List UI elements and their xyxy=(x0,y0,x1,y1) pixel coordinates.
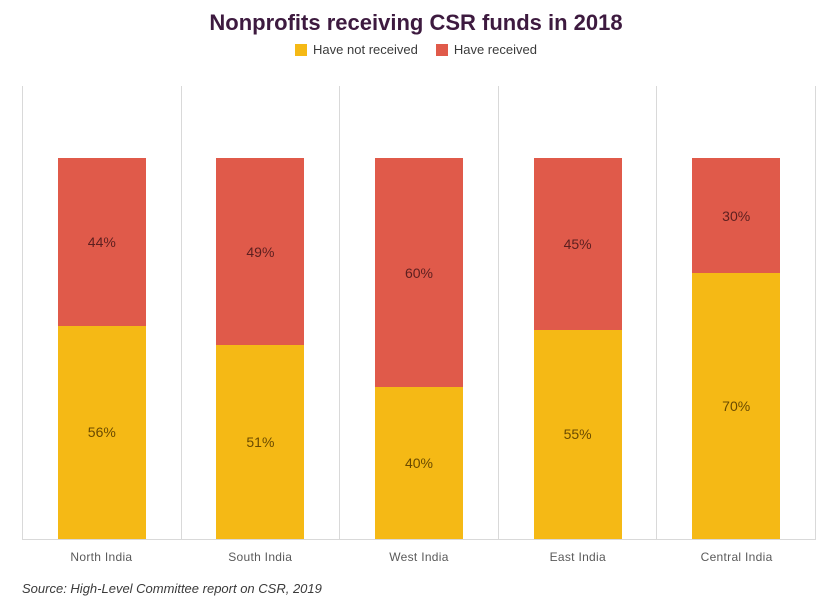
bar-0-seg-received: 44% xyxy=(58,158,146,325)
x-axis-labels: North India South India West India East … xyxy=(22,550,816,564)
bar-0-seg-not-received: 56% xyxy=(58,326,146,539)
bar-3-seg-not-received: 55% xyxy=(534,330,622,539)
bar-0: 44% 56% xyxy=(58,158,146,539)
bar-1-seg-not-received: 51% xyxy=(216,345,304,539)
bar-0-received-label: 44% xyxy=(88,234,116,250)
bar-col-4: 30% 70% xyxy=(657,86,816,539)
bar-3-seg-received: 45% xyxy=(534,158,622,329)
bar-2: 60% 40% xyxy=(375,158,463,539)
bar-4-not-received-label: 70% xyxy=(722,398,750,414)
plot-area: 44% 56% 49% 51% 60% 40% 45% 55% 30% 70% xyxy=(22,86,816,540)
bar-col-3: 45% 55% xyxy=(499,86,658,539)
x-label-2: West India xyxy=(340,550,499,564)
legend-swatch-received xyxy=(436,44,448,56)
bar-4-received-label: 30% xyxy=(722,208,750,224)
bar-1-received-label: 49% xyxy=(246,244,274,260)
legend-item-received: Have received xyxy=(436,42,537,57)
bar-2-seg-received: 60% xyxy=(375,158,463,386)
bar-col-0: 44% 56% xyxy=(23,86,182,539)
bar-3-not-received-label: 55% xyxy=(564,426,592,442)
source-citation: Source: High-Level Committee report on C… xyxy=(22,581,322,596)
x-label-0: North India xyxy=(22,550,181,564)
bar-3: 45% 55% xyxy=(534,158,622,539)
bar-col-2: 60% 40% xyxy=(340,86,499,539)
bar-0-not-received-label: 56% xyxy=(88,424,116,440)
bar-2-received-label: 60% xyxy=(405,265,433,281)
bar-4-seg-received: 30% xyxy=(692,158,780,272)
legend-label-not-received: Have not received xyxy=(313,42,418,57)
legend-label-received: Have received xyxy=(454,42,537,57)
bar-4: 30% 70% xyxy=(692,158,780,539)
chart-title: Nonprofits receiving CSR funds in 2018 xyxy=(0,0,832,36)
bar-1: 49% 51% xyxy=(216,158,304,539)
legend-swatch-not-received xyxy=(295,44,307,56)
legend-item-not-received: Have not received xyxy=(295,42,418,57)
x-label-3: East India xyxy=(498,550,657,564)
bar-col-1: 49% 51% xyxy=(182,86,341,539)
chart-legend: Have not received Have received xyxy=(0,42,832,57)
bar-1-seg-received: 49% xyxy=(216,158,304,344)
bar-2-seg-not-received: 40% xyxy=(375,387,463,539)
bar-4-seg-not-received: 70% xyxy=(692,273,780,539)
bar-1-not-received-label: 51% xyxy=(246,434,274,450)
x-label-4: Central India xyxy=(657,550,816,564)
bar-2-not-received-label: 40% xyxy=(405,455,433,471)
bar-3-received-label: 45% xyxy=(564,236,592,252)
x-label-1: South India xyxy=(181,550,340,564)
